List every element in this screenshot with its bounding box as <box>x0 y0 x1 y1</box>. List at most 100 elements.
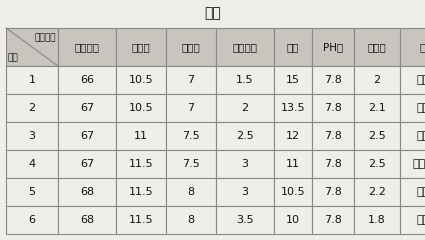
Bar <box>58 206 116 234</box>
Bar <box>116 206 166 234</box>
Text: 7.8: 7.8 <box>324 131 342 141</box>
Text: 10.5: 10.5 <box>129 75 153 85</box>
Text: 11: 11 <box>134 131 148 141</box>
Bar <box>58 28 116 66</box>
Text: 2: 2 <box>374 75 380 85</box>
Bar <box>166 28 216 66</box>
Bar <box>216 178 274 206</box>
Bar <box>400 206 425 234</box>
Text: 2.2: 2.2 <box>368 187 386 197</box>
Text: 钒锆黄相: 钒锆黄相 <box>413 159 425 169</box>
Text: 68: 68 <box>80 187 94 197</box>
Text: 氯氧化锆: 氯氧化锆 <box>74 42 99 52</box>
Bar <box>354 178 400 206</box>
Bar <box>166 66 216 94</box>
Text: 7.8: 7.8 <box>324 215 342 225</box>
Bar <box>58 94 116 122</box>
Bar <box>354 206 400 234</box>
Text: 10.5: 10.5 <box>129 103 153 113</box>
Bar <box>58 150 116 178</box>
Text: 偏正黄: 偏正黄 <box>416 75 425 85</box>
Text: 偏正黄: 偏正黄 <box>416 103 425 113</box>
Bar <box>274 150 312 178</box>
Bar <box>58 66 116 94</box>
Text: 硫酸磷: 硫酸磷 <box>132 42 150 52</box>
Bar <box>354 94 400 122</box>
Bar <box>58 122 116 150</box>
Text: 3.5: 3.5 <box>236 215 254 225</box>
Text: 着色率: 着色率 <box>368 42 386 52</box>
Text: 2.5: 2.5 <box>368 159 386 169</box>
Bar <box>116 66 166 94</box>
Text: 2.5: 2.5 <box>236 131 254 141</box>
Bar <box>312 122 354 150</box>
Bar <box>116 150 166 178</box>
Text: 1.8: 1.8 <box>368 215 386 225</box>
Bar <box>400 122 425 150</box>
Text: 11.5: 11.5 <box>129 215 153 225</box>
Text: 13.5: 13.5 <box>280 103 305 113</box>
Text: 偏暗相: 偏暗相 <box>416 187 425 197</box>
Bar <box>312 150 354 178</box>
Text: 7: 7 <box>187 75 195 85</box>
Text: 8: 8 <box>187 215 195 225</box>
Text: PH值: PH值 <box>323 42 343 52</box>
Bar <box>166 150 216 178</box>
Bar <box>312 178 354 206</box>
Bar <box>6 150 58 178</box>
Text: 7.5: 7.5 <box>182 131 200 141</box>
Text: 氯化亚铁: 氯化亚铁 <box>232 42 258 52</box>
Text: 7: 7 <box>187 103 195 113</box>
Text: 偏暗相: 偏暗相 <box>416 215 425 225</box>
Text: 序号: 序号 <box>8 53 19 62</box>
Text: 67: 67 <box>80 131 94 141</box>
Bar <box>6 206 58 234</box>
Text: 表二: 表二 <box>204 6 221 20</box>
Text: 7.8: 7.8 <box>324 159 342 169</box>
Bar <box>116 178 166 206</box>
Bar <box>116 28 166 66</box>
Text: 2: 2 <box>241 103 249 113</box>
Bar <box>354 122 400 150</box>
Bar <box>312 66 354 94</box>
Text: 7.8: 7.8 <box>324 103 342 113</box>
Text: 10: 10 <box>286 215 300 225</box>
Text: 色相: 色相 <box>420 42 425 52</box>
Bar <box>354 150 400 178</box>
Bar <box>216 150 274 178</box>
Text: 硫化钠: 硫化钠 <box>181 42 200 52</box>
Text: 67: 67 <box>80 103 94 113</box>
Bar <box>400 178 425 206</box>
Bar <box>312 28 354 66</box>
Bar <box>166 178 216 206</box>
Text: 68: 68 <box>80 215 94 225</box>
Bar <box>274 178 312 206</box>
Bar <box>312 206 354 234</box>
Text: 11: 11 <box>286 159 300 169</box>
Text: 2: 2 <box>28 103 36 113</box>
Text: 7.8: 7.8 <box>324 187 342 197</box>
Bar <box>6 178 58 206</box>
Bar <box>166 206 216 234</box>
Text: 偏正黄: 偏正黄 <box>416 131 425 141</box>
Bar <box>400 28 425 66</box>
Bar <box>216 206 274 234</box>
Text: 物料品名: 物料品名 <box>34 33 56 42</box>
Bar <box>6 66 58 94</box>
Text: 1: 1 <box>28 75 36 85</box>
Text: 10.5: 10.5 <box>280 187 305 197</box>
Bar <box>400 66 425 94</box>
Text: 4: 4 <box>28 159 36 169</box>
Bar <box>116 122 166 150</box>
Text: 6: 6 <box>28 215 36 225</box>
Text: 2.5: 2.5 <box>368 131 386 141</box>
Bar <box>6 28 58 66</box>
Bar <box>274 206 312 234</box>
Bar <box>274 66 312 94</box>
Text: 2.1: 2.1 <box>368 103 386 113</box>
Bar <box>400 150 425 178</box>
Text: 11.5: 11.5 <box>129 187 153 197</box>
Bar <box>274 94 312 122</box>
Bar <box>216 66 274 94</box>
Bar <box>216 122 274 150</box>
